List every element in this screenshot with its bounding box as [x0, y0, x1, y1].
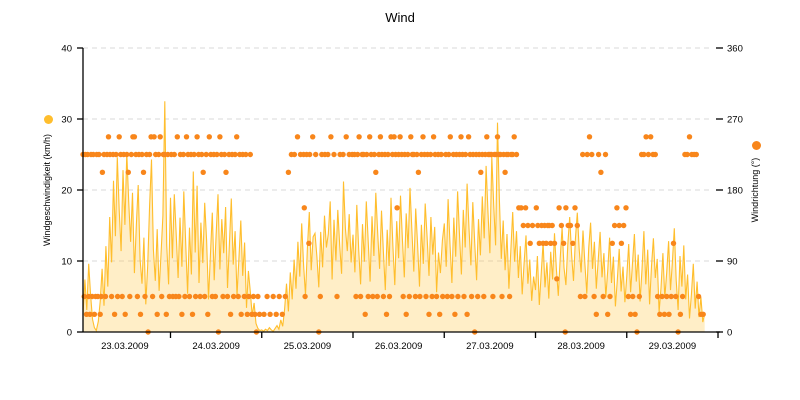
speed-legend-dot-icon — [44, 115, 53, 124]
y-right-tick-label: 180 — [727, 186, 743, 197]
x-date-label: 27.03.2009 — [466, 341, 514, 352]
y-left-tick-label: 0 — [67, 328, 72, 339]
y-left-tick-label: 40 — [61, 44, 72, 55]
y-left-tick-label: 20 — [61, 186, 72, 197]
y-right-tick-label: 270 — [727, 115, 743, 126]
x-date-label: 29.03.2009 — [649, 341, 697, 352]
y-right-tick-label: 90 — [727, 257, 738, 268]
y-right-tick-label: 0 — [727, 328, 732, 339]
chart-title: Wind — [385, 10, 415, 25]
direction-legend-dot-icon — [752, 141, 761, 150]
y-right-tick-label: 360 — [727, 44, 743, 55]
x-date-label: 23.03.2009 — [101, 341, 149, 352]
y-left-tick-label: 10 — [61, 257, 72, 268]
x-date-label: 24.03.2009 — [192, 341, 240, 352]
axes — [77, 47, 723, 338]
x-date-label: 28.03.2009 — [557, 341, 605, 352]
x-date-label: 25.03.2009 — [284, 341, 332, 352]
speed-line — [82, 101, 706, 333]
y-left-tick-label: 30 — [61, 115, 72, 126]
x-date-label: 26.03.2009 — [375, 341, 423, 352]
direction-points — [80, 134, 706, 335]
gridlines — [83, 47, 710, 262]
